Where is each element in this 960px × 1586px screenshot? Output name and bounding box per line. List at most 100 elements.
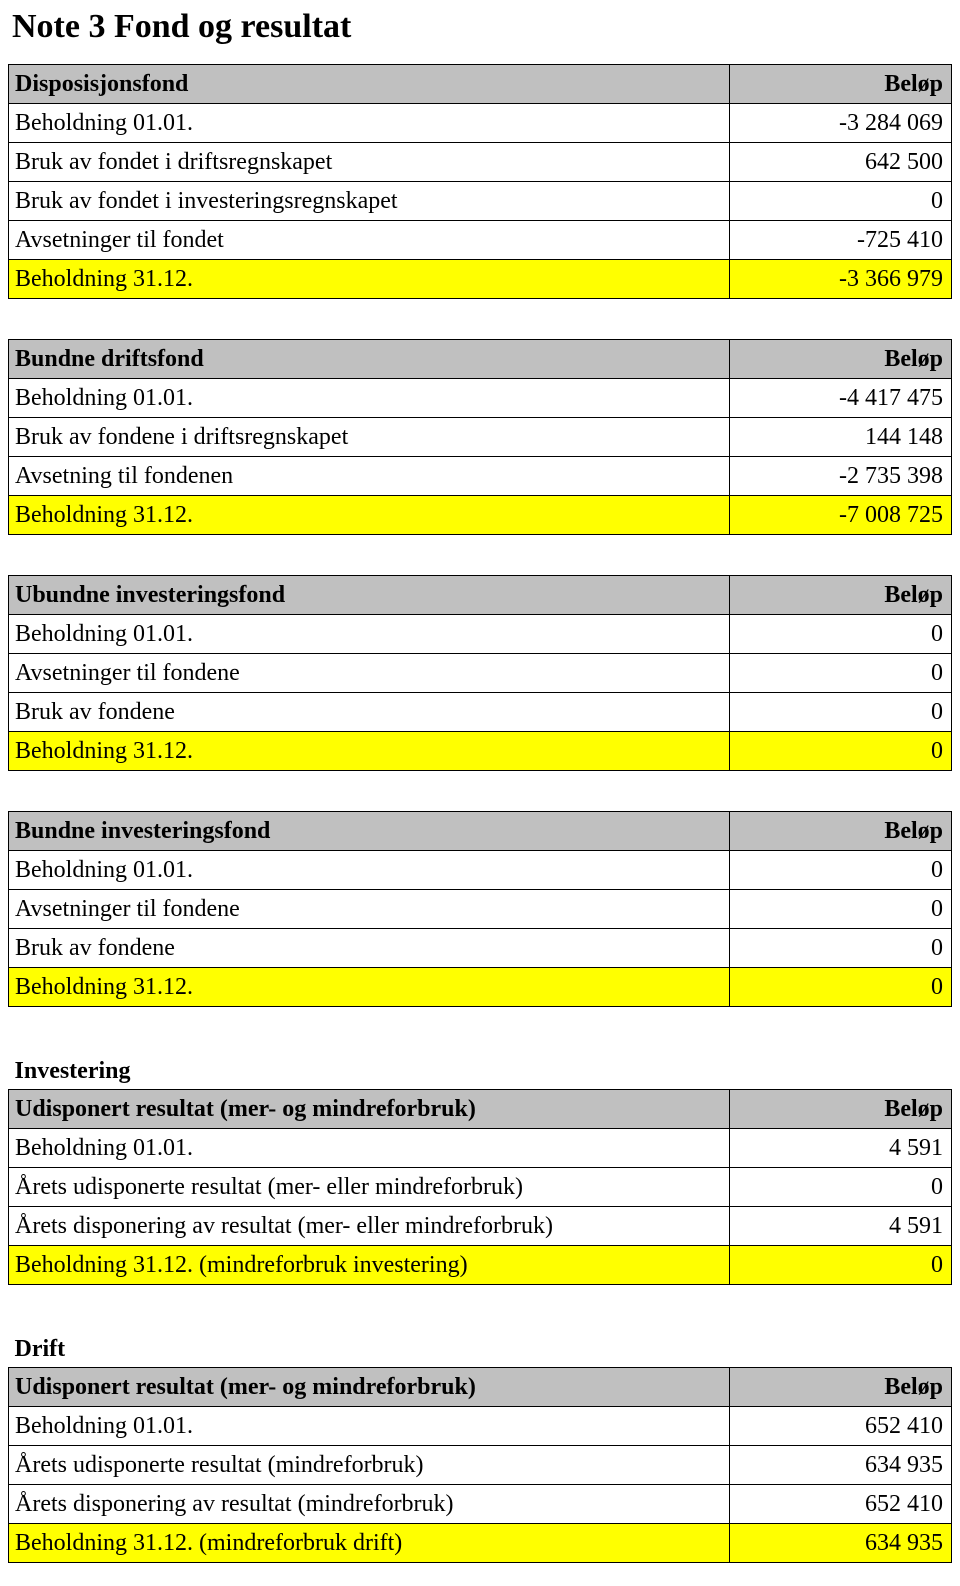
table-row: Avsetning til fondenen-2 735 398 xyxy=(9,457,952,496)
row-value: 642 500 xyxy=(730,143,952,182)
row-value: 0 xyxy=(730,890,952,929)
header-label: Ubundne investeringsfond xyxy=(9,576,730,615)
row-label: Årets udisponerte resultat (mer- eller m… xyxy=(9,1168,730,1207)
row-value: 0 xyxy=(730,851,952,890)
spacer-row xyxy=(9,771,952,812)
result-row: Beholdning 31.12.0 xyxy=(9,968,952,1007)
row-value: 652 410 xyxy=(730,1407,952,1446)
section-title-row: Drift xyxy=(9,1325,952,1368)
table-row: Bruk av fondene0 xyxy=(9,693,952,732)
row-value: 0 xyxy=(730,1168,952,1207)
row-label: Årets disponering av resultat (mer- elle… xyxy=(9,1207,730,1246)
row-value: 0 xyxy=(730,929,952,968)
row-label: Avsetninger til fondene xyxy=(9,890,730,929)
section-header: Udisponert resultat (mer- og mindreforbr… xyxy=(9,1368,952,1407)
row-label: Årets udisponerte resultat (mindreforbru… xyxy=(9,1446,730,1485)
table-row: Bruk av fondet i driftsregnskapet642 500 xyxy=(9,143,952,182)
header-label: Bundne investeringsfond xyxy=(9,812,730,851)
result-label: Beholdning 31.12. xyxy=(9,732,730,771)
result-row: Beholdning 31.12.-3 366 979 xyxy=(9,260,952,299)
section-title: Investering xyxy=(9,1047,952,1090)
row-value: 634 935 xyxy=(730,1446,952,1485)
row-label: Beholdning 01.01. xyxy=(9,379,730,418)
row-label: Beholdning 01.01. xyxy=(9,1407,730,1446)
row-value: -725 410 xyxy=(730,221,952,260)
row-label: Beholdning 01.01. xyxy=(9,615,730,654)
row-value: 4 591 xyxy=(730,1207,952,1246)
table-row: Beholdning 01.01.4 591 xyxy=(9,1129,952,1168)
table-row: Bruk av fondene0 xyxy=(9,929,952,968)
result-row: Beholdning 31.12. (mindreforbruk investe… xyxy=(9,1246,952,1285)
section-header: Bundne driftsfond Beløp xyxy=(9,340,952,379)
result-label: Beholdning 31.12. xyxy=(9,496,730,535)
row-value: 0 xyxy=(730,182,952,221)
table-row: Beholdning 01.01.-4 417 475 xyxy=(9,379,952,418)
row-value: 144 148 xyxy=(730,418,952,457)
table-row: Beholdning 01.01.0 xyxy=(9,851,952,890)
header-amount: Beløp xyxy=(730,812,952,851)
table-row: Beholdning 01.01.0 xyxy=(9,615,952,654)
table-row: Avsetninger til fondene0 xyxy=(9,890,952,929)
header-label: Udisponert resultat (mer- og mindreforbr… xyxy=(9,1368,730,1407)
row-label: Bruk av fondene i driftsregnskapet xyxy=(9,418,730,457)
table-row: Årets udisponerte resultat (mer- eller m… xyxy=(9,1168,952,1207)
row-label: Beholdning 01.01. xyxy=(9,851,730,890)
result-value: 0 xyxy=(730,968,952,1007)
table-row: Avsetninger til fondet-725 410 xyxy=(9,221,952,260)
spacer-row xyxy=(9,535,952,576)
header-amount: Beløp xyxy=(730,1090,952,1129)
funds-table: Disposisjonsfond Beløp Beholdning 01.01.… xyxy=(8,64,952,1563)
spacer-row xyxy=(9,1007,952,1048)
result-value: -7 008 725 xyxy=(730,496,952,535)
row-label: Beholdning 01.01. xyxy=(9,1129,730,1168)
spacer-row xyxy=(9,299,952,340)
header-amount: Beløp xyxy=(730,65,952,104)
table-row: Årets udisponerte resultat (mindreforbru… xyxy=(9,1446,952,1485)
header-amount: Beløp xyxy=(730,1368,952,1407)
section-header: Bundne investeringsfond Beløp xyxy=(9,812,952,851)
section-header: Disposisjonsfond Beløp xyxy=(9,65,952,104)
result-label: Beholdning 31.12. xyxy=(9,260,730,299)
row-label: Avsetninger til fondene xyxy=(9,654,730,693)
row-value: -2 735 398 xyxy=(730,457,952,496)
header-label: Disposisjonsfond xyxy=(9,65,730,104)
table-row: Beholdning 01.01.652 410 xyxy=(9,1407,952,1446)
section-title: Drift xyxy=(9,1325,952,1368)
row-label: Bruk av fondet i investeringsregnskapet xyxy=(9,182,730,221)
section-header: Udisponert resultat (mer- og mindreforbr… xyxy=(9,1090,952,1129)
row-value: 0 xyxy=(730,615,952,654)
row-label: Årets disponering av resultat (mindrefor… xyxy=(9,1485,730,1524)
result-value: -3 366 979 xyxy=(730,260,952,299)
row-label: Avsetninger til fondet xyxy=(9,221,730,260)
row-value: 0 xyxy=(730,693,952,732)
header-amount: Beløp xyxy=(730,340,952,379)
row-value: 4 591 xyxy=(730,1129,952,1168)
section-title-row: Investering xyxy=(9,1047,952,1090)
row-value: 0 xyxy=(730,654,952,693)
result-label: Beholdning 31.12. (mindreforbruk investe… xyxy=(9,1246,730,1285)
result-value: 0 xyxy=(730,732,952,771)
result-label: Beholdning 31.12. (mindreforbruk drift) xyxy=(9,1524,730,1563)
table-row: Beholdning 01.01.-3 284 069 xyxy=(9,104,952,143)
header-label: Bundne driftsfond xyxy=(9,340,730,379)
result-row: Beholdning 31.12. (mindreforbruk drift)6… xyxy=(9,1524,952,1563)
section-header: Ubundne investeringsfond Beløp xyxy=(9,576,952,615)
row-value: -4 417 475 xyxy=(730,379,952,418)
header-amount: Beløp xyxy=(730,576,952,615)
spacer-row xyxy=(9,1285,952,1326)
result-label: Beholdning 31.12. xyxy=(9,968,730,1007)
result-row: Beholdning 31.12.-7 008 725 xyxy=(9,496,952,535)
row-label: Bruk av fondet i driftsregnskapet xyxy=(9,143,730,182)
row-label: Avsetning til fondenen xyxy=(9,457,730,496)
result-value: 0 xyxy=(730,1246,952,1285)
table-row: Bruk av fondene i driftsregnskapet144 14… xyxy=(9,418,952,457)
row-label: Beholdning 01.01. xyxy=(9,104,730,143)
result-row: Beholdning 31.12.0 xyxy=(9,732,952,771)
row-label: Bruk av fondene xyxy=(9,929,730,968)
header-label: Udisponert resultat (mer- og mindreforbr… xyxy=(9,1090,730,1129)
page-title: Note 3 Fond og resultat xyxy=(8,8,952,46)
table-row: Årets disponering av resultat (mindrefor… xyxy=(9,1485,952,1524)
table-row: Avsetninger til fondene0 xyxy=(9,654,952,693)
table-row: Bruk av fondet i investeringsregnskapet0 xyxy=(9,182,952,221)
row-value: 652 410 xyxy=(730,1485,952,1524)
